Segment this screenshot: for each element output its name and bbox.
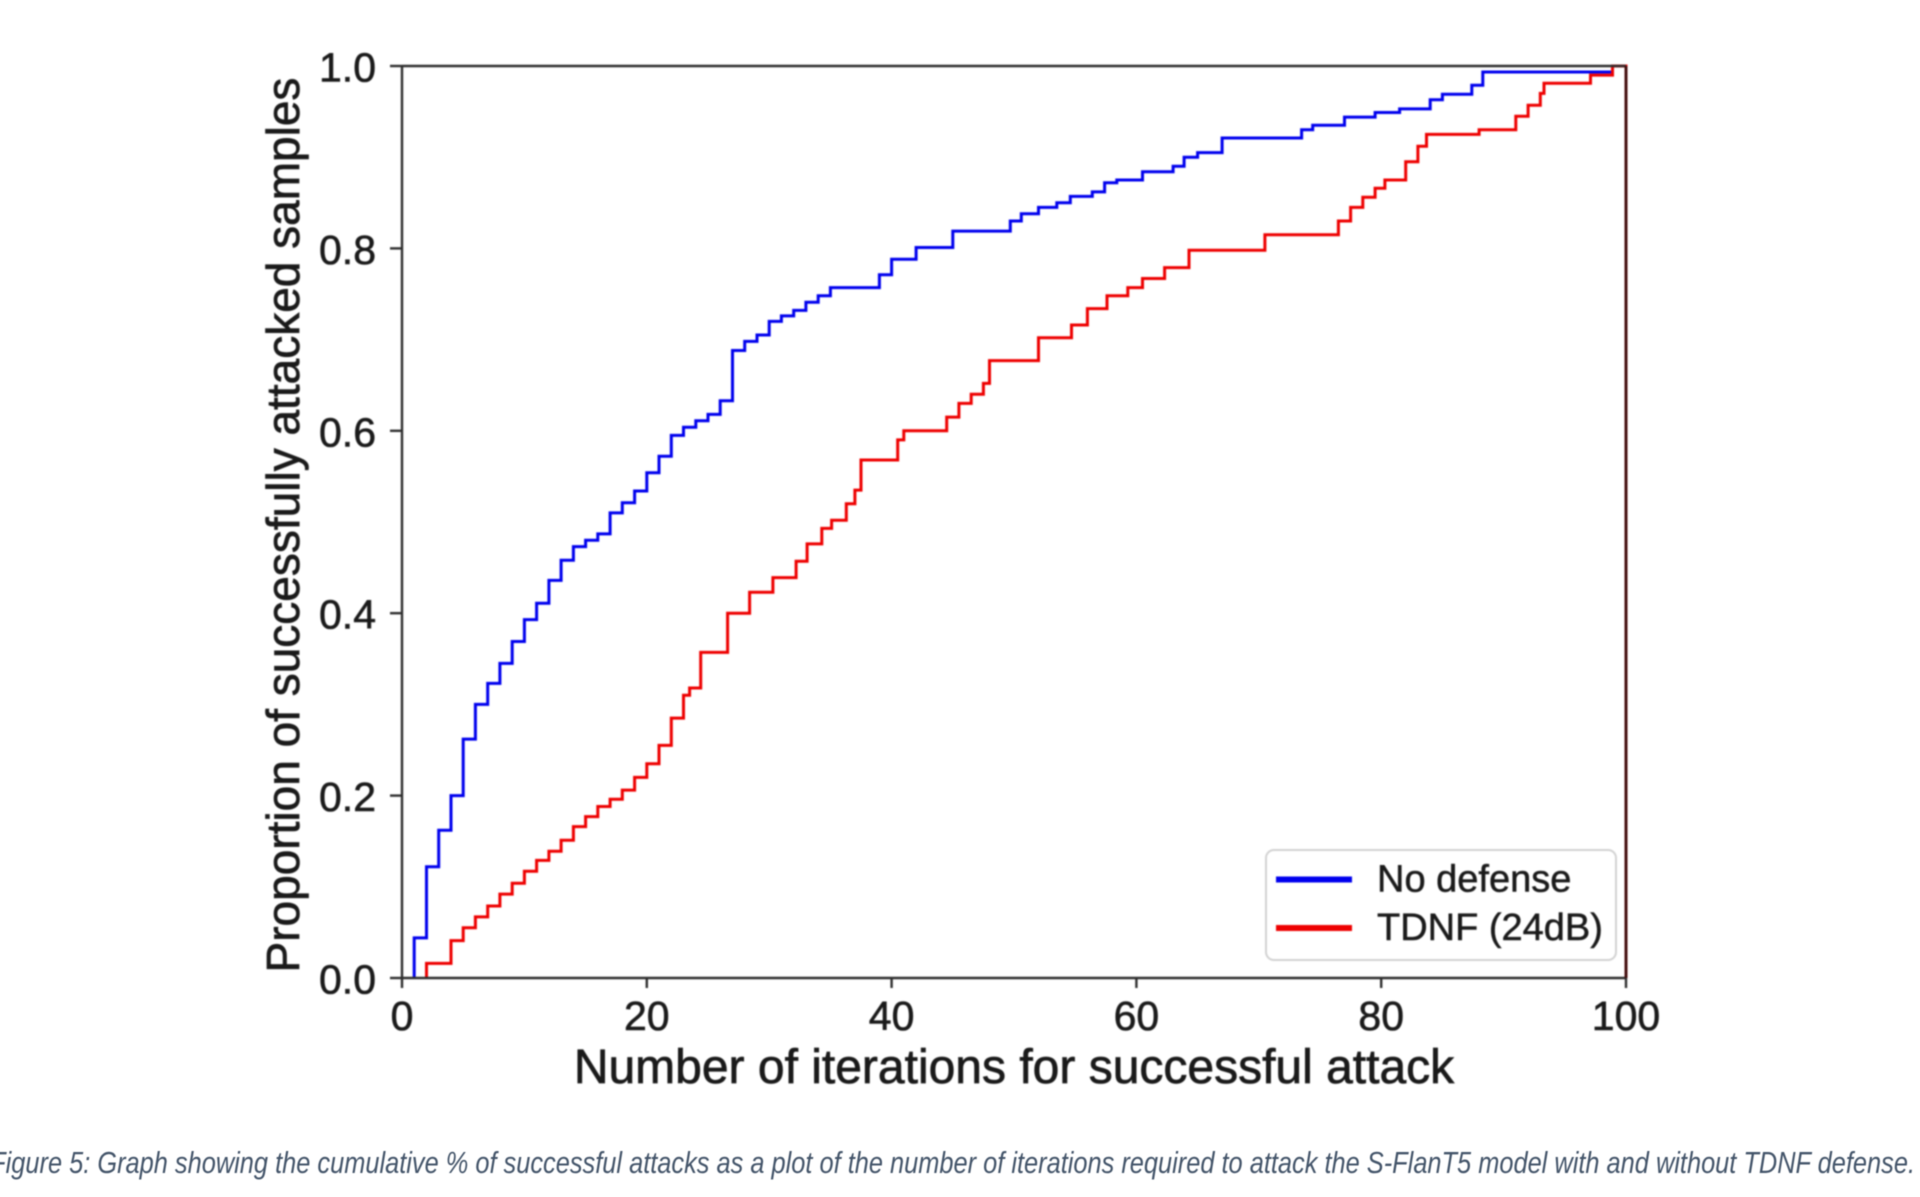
svg-text:0: 0 [391, 993, 414, 1039]
svg-text:Proportion of successfully att: Proportion of successfully attacked samp… [257, 78, 309, 973]
svg-text:0.4: 0.4 [319, 592, 376, 638]
svg-text:Number of iterations for succe: Number of iterations for successful atta… [574, 1041, 1455, 1094]
svg-text:No defense: No defense [1377, 859, 1571, 901]
svg-text:60: 60 [1114, 993, 1160, 1039]
svg-text:100: 100 [1592, 993, 1660, 1039]
svg-text:20: 20 [624, 993, 670, 1039]
svg-text:0.6: 0.6 [319, 409, 376, 455]
svg-text:40: 40 [869, 993, 915, 1039]
svg-text:0.0: 0.0 [319, 957, 376, 1003]
svg-text:0.2: 0.2 [319, 774, 376, 820]
svg-text:0.8: 0.8 [319, 227, 376, 273]
svg-text:1.0: 1.0 [319, 45, 376, 91]
svg-text:80: 80 [1358, 993, 1404, 1039]
svg-text:TDNF (24dB): TDNF (24dB) [1377, 907, 1603, 949]
